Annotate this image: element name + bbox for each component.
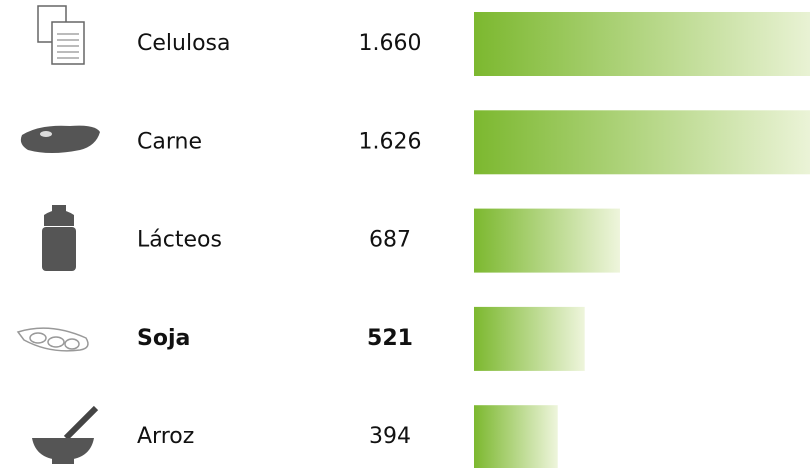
- category-label: Carne: [137, 129, 202, 154]
- bar: [474, 110, 810, 175]
- icon-soybean: [16, 327, 89, 352]
- value-label: 521: [367, 326, 413, 351]
- value-label: 687: [369, 228, 411, 253]
- icon-documents: [37, 5, 85, 65]
- bar: [474, 405, 558, 468]
- category-label: Celulosa: [137, 31, 230, 56]
- value-label: 1.626: [359, 129, 422, 154]
- category-label: Lácteos: [137, 228, 222, 253]
- bar: [474, 12, 810, 76]
- icon-mortar: [32, 405, 99, 464]
- icon-meat: [20, 125, 100, 153]
- icon-milk-can: [42, 205, 76, 271]
- bar: [474, 208, 620, 273]
- value-label: 1.660: [359, 31, 422, 56]
- bar: [474, 306, 585, 371]
- category-label: Arroz: [137, 424, 194, 449]
- category-label: Soja: [137, 326, 190, 351]
- value-label: 394: [369, 424, 411, 449]
